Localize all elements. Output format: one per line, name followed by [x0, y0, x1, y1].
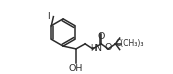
- Text: I: I: [47, 12, 50, 21]
- Text: O: O: [97, 32, 105, 41]
- Text: N: N: [94, 44, 101, 53]
- Text: C(CH₃)₃: C(CH₃)₃: [116, 39, 144, 48]
- Text: O: O: [104, 43, 112, 52]
- Text: H: H: [90, 44, 96, 53]
- Text: OH: OH: [69, 64, 83, 73]
